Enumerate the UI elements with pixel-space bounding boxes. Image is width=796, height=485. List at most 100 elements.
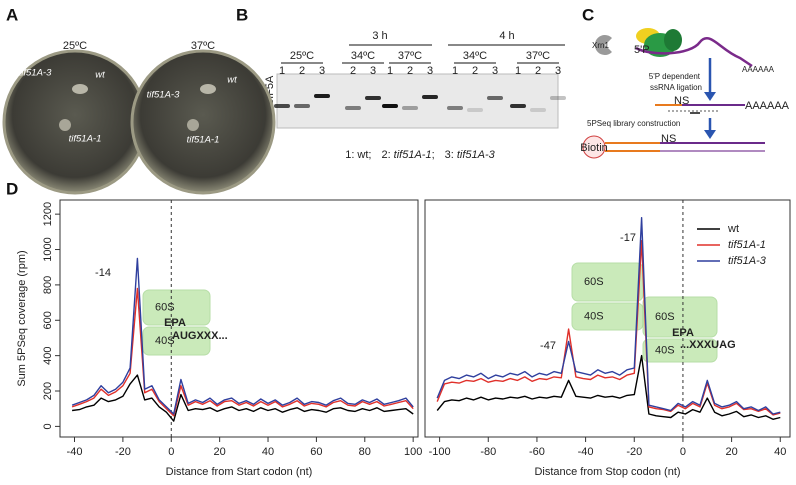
- x-tick-label: -20: [626, 446, 642, 458]
- ns-label: NS: [674, 95, 689, 107]
- panel-label: C: [582, 5, 594, 24]
- lane-label: 2: [407, 65, 413, 77]
- step-label: 5PSeq library construction: [587, 119, 680, 128]
- lane-label: 1: [452, 65, 458, 77]
- legend-label: tif51A-3: [728, 255, 767, 267]
- y-tick-label: 1200: [42, 202, 54, 226]
- x-tick-label: -60: [529, 446, 545, 458]
- strain-label: tif51A-3: [147, 90, 180, 101]
- plate-temp: 37ºC: [191, 40, 215, 52]
- x-tick-label: 100: [404, 446, 422, 458]
- phosphate-label: 5'P: [634, 44, 650, 56]
- plot-frame: [424, 199, 791, 438]
- polya-label: AAAAAA: [745, 100, 790, 112]
- lane-label: 1: [279, 65, 285, 77]
- x-tick-label: 40: [262, 446, 274, 458]
- site-label: EPA: [164, 317, 186, 329]
- strain-label: tif51A-1: [187, 135, 220, 146]
- strain-label: tif51A-3: [19, 68, 52, 79]
- subunit-label: 60S: [584, 276, 604, 288]
- legend-label: tif51A-1: [728, 239, 766, 251]
- key-strain: wt: [356, 149, 368, 161]
- mrna: [635, 37, 753, 68]
- ribosome-subunit: [142, 289, 211, 326]
- biotin-label: Biotin: [580, 142, 608, 154]
- panel-label: D: [6, 179, 18, 198]
- series-line: [71, 287, 414, 417]
- band: [447, 106, 463, 110]
- key-strain: tif51A-1: [394, 149, 432, 161]
- codon-label: ...XXXUAG: [680, 339, 736, 351]
- key-number: 2:: [381, 149, 390, 161]
- plate-temp: 25ºC: [63, 40, 87, 52]
- y-tick-label: 200: [42, 382, 54, 400]
- y-tick-label: 600: [42, 311, 54, 329]
- series-line: [71, 257, 414, 415]
- x-tick-label: 80: [359, 446, 371, 458]
- ribosome-subunit: [571, 302, 644, 331]
- lane-label: 3: [555, 65, 561, 77]
- temp-label: 37ºC: [526, 50, 550, 62]
- band: [274, 104, 290, 108]
- biotin-bead: [582, 135, 606, 159]
- arrow-head: [704, 92, 716, 101]
- x-axis-label: Distance from Stop codon (nt): [534, 466, 680, 478]
- peak-label: -17: [620, 232, 636, 244]
- band: [530, 108, 546, 112]
- x-tick-label: -40: [67, 446, 83, 458]
- x-tick-label: 20: [214, 446, 226, 458]
- lane-label: 2: [299, 65, 305, 77]
- x-tick-label: -40: [578, 446, 594, 458]
- peak-label: -14: [95, 267, 111, 279]
- ribosome-subunit: [571, 262, 644, 302]
- band: [487, 96, 503, 100]
- band: [382, 104, 398, 108]
- arrow-head: [704, 130, 716, 139]
- lane-label: 3: [427, 65, 433, 77]
- y-tick-label: 800: [42, 276, 54, 294]
- x-tick-label: -80: [480, 446, 496, 458]
- series-line: [436, 217, 781, 415]
- polya-label: AAAAAA: [742, 65, 775, 74]
- enzyme-label: Xrn1: [592, 41, 609, 50]
- band: [422, 95, 438, 99]
- step-label: 5'P dependent: [649, 72, 701, 81]
- band: [550, 96, 566, 100]
- x-tick-label: 0: [168, 446, 174, 458]
- band: [510, 104, 526, 108]
- temp-label: 34ºC: [351, 50, 375, 62]
- x-tick-label: -100: [429, 446, 451, 458]
- ribosome-subunit: [642, 338, 718, 363]
- x-axis-label: Distance from Start codon (nt): [166, 466, 313, 478]
- panel-label: A: [6, 5, 18, 24]
- strain-label: wt: [95, 70, 105, 81]
- plate: [130, 49, 276, 195]
- xrn1-shape: [594, 35, 612, 55]
- time-label: 4 h: [499, 30, 514, 42]
- lane-label: 3: [319, 65, 325, 77]
- x-tick-label: 60: [310, 446, 322, 458]
- x-tick-label: 0: [680, 446, 686, 458]
- lane-label: 2: [350, 65, 356, 77]
- strain-label: tif51A-1: [69, 134, 102, 145]
- band: [365, 96, 381, 100]
- temp-label: 37ºC: [398, 50, 422, 62]
- band: [294, 104, 310, 108]
- strain-label: wt: [227, 75, 237, 86]
- subunit-label: 40S: [584, 310, 604, 322]
- lane-label: 2: [535, 65, 541, 77]
- key-number: 1:: [345, 149, 354, 161]
- series-line: [436, 354, 781, 420]
- strain-key: 1: wt; 2: tif51A-1; 3: tif51A-3: [345, 149, 495, 161]
- subunit-label: 40S: [155, 335, 175, 347]
- key-number: 3:: [445, 149, 454, 161]
- y-tick-label: 1000: [42, 237, 54, 261]
- subunit-label: 60S: [655, 311, 675, 323]
- ns-label: NS: [661, 133, 676, 145]
- lane-label: 1: [387, 65, 393, 77]
- y-tick-label: 0: [42, 423, 54, 429]
- band: [345, 106, 361, 110]
- colony: [59, 119, 71, 131]
